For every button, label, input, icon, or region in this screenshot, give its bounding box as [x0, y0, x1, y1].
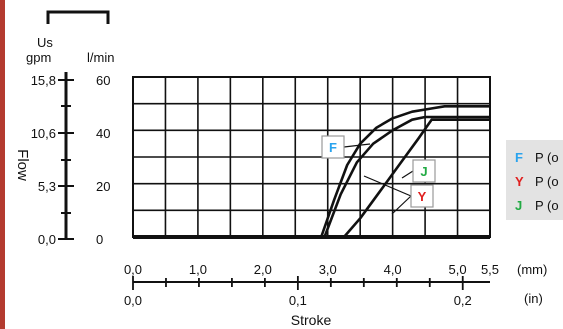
y-tick-label-gpm: 0,0 — [38, 232, 56, 247]
legend-text-j: P (o — [535, 198, 559, 213]
x-tick-label-mm: 4,0 — [384, 262, 402, 277]
left-edge-strip — [0, 0, 5, 329]
legend-letter-f: F — [515, 150, 523, 165]
x-tick-label-in: 0,0 — [124, 293, 142, 308]
chart-grid — [133, 77, 490, 237]
x-axis-label: Stroke — [291, 312, 332, 328]
legend-text-f: P (o — [535, 150, 559, 165]
callout-leader-j — [401, 170, 414, 179]
series-callouts: F YJ — [321, 135, 436, 215]
x-tick-label-mm: 5,5 — [481, 262, 499, 277]
legend-panel — [506, 140, 563, 220]
x-unit-in: (in) — [524, 291, 543, 306]
x-tick-label-in: 0,1 — [289, 293, 307, 308]
y-tick-label-gpm: 5,3 — [38, 179, 56, 194]
callout-box-y — [410, 184, 434, 208]
callout-label-f: F — [329, 140, 337, 155]
y-unit-gpm: gpm — [26, 50, 51, 65]
series-line-f — [319, 105, 490, 238]
callout-box-j — [412, 159, 436, 183]
top-bracket — [46, 10, 110, 24]
y-tick-label-gpm: 10,6 — [31, 126, 56, 141]
legend-letter-y: Y — [515, 174, 524, 189]
x-tick-label-mm: 5,0 — [449, 262, 467, 277]
legend: F P (o Y P (o J P (o — [515, 150, 559, 213]
y-unit-lmin: l/min — [87, 50, 114, 65]
legend-text-y: P (o — [535, 174, 559, 189]
callout-leader-y — [363, 175, 412, 197]
series-line-y — [323, 115, 490, 238]
callout-box-f — [321, 135, 345, 159]
x-tick-label-mm: 2,0 — [254, 262, 272, 277]
y-unit-us: Us — [37, 35, 53, 50]
legend-letter-j: J — [515, 198, 522, 213]
callout-label-y: Y — [418, 189, 427, 204]
y-tick-label-lmin: 0 — [96, 232, 103, 247]
x-tick-label-mm: 3,0 — [319, 262, 337, 277]
callout-leader-f — [343, 143, 371, 148]
callout-label-j: J — [420, 164, 427, 179]
y-tick-label-lmin: 60 — [96, 73, 110, 88]
x-tick-label-mm: 1,0 — [189, 262, 207, 277]
x-axis-in-ticks: 0,0 0,1 0,2 — [124, 276, 472, 308]
series-layer — [319, 105, 490, 238]
x-unit-mm: (mm) — [517, 262, 547, 277]
y-axis-label: Flow — [14, 149, 31, 181]
callout-leader-y — [391, 195, 412, 215]
y-tick-label-gpm: 15,8 — [31, 73, 56, 88]
x-tick-label-mm: 0,0 — [124, 262, 142, 277]
series-line-j — [343, 118, 490, 238]
x-axis-mm-ticks: 0,0 1,0 2,0 3,0 4,0 5,0 5,5 — [124, 262, 499, 277]
x-tick-label-in: 0,2 — [454, 293, 472, 308]
y-tick-label-lmin: 40 — [96, 126, 110, 141]
y-tick-label-lmin: 20 — [96, 179, 110, 194]
y-axis-ticks: 15,8 60 10,6 40 5,3 20 0,0 0 — [31, 73, 111, 247]
